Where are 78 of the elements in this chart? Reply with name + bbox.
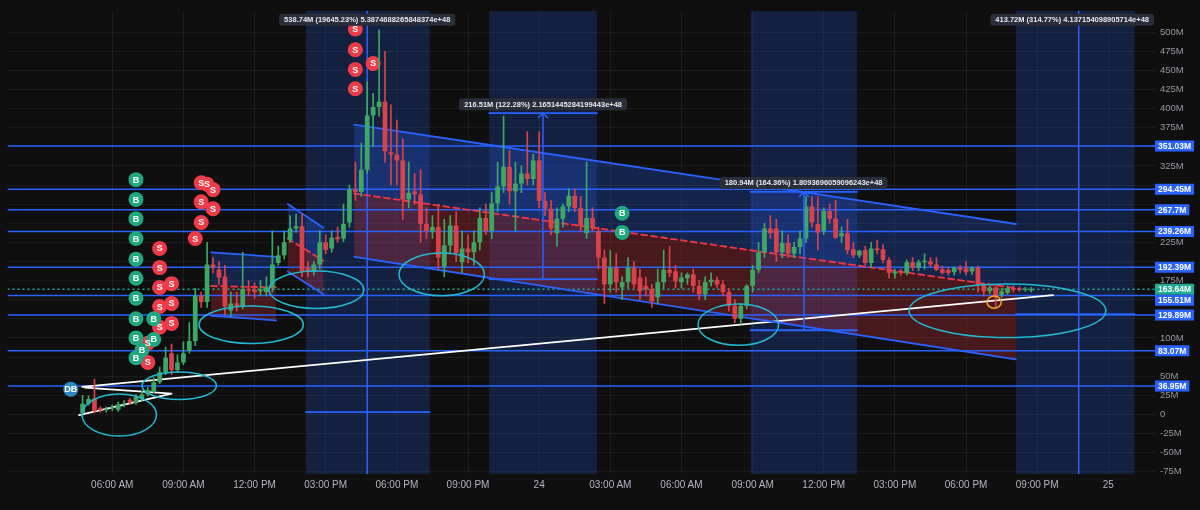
x-tick-label: 24 (533, 478, 546, 490)
data-label: B (132, 213, 140, 224)
x-tick-label: 06:00 PM (944, 478, 988, 490)
data-label: S (352, 24, 359, 35)
x-tick-label: 09:00 PM (1015, 478, 1059, 490)
data-label: B (132, 174, 140, 185)
x-tick-label: 09:00 PM (446, 478, 490, 490)
data-label: S (370, 58, 377, 69)
data-label: S (210, 184, 217, 195)
data-label: B (132, 293, 140, 304)
x-tick-label: 12:00 PM (802, 478, 846, 490)
data-label: S (156, 282, 163, 293)
ref-line-label: 351.03M (1158, 140, 1192, 151)
data-label: S (156, 301, 163, 312)
y-tick-label: 400M (1160, 102, 1184, 114)
data-label: S (198, 196, 205, 207)
data-label: B (618, 227, 626, 238)
ref-line-label: 155.51M (1158, 295, 1192, 306)
data-label: B (132, 254, 140, 265)
data-label: B (150, 313, 158, 324)
y-tick-label: 325M (1160, 159, 1184, 171)
data-label: B (132, 332, 140, 343)
x-tick-label: 03:00 PM (304, 478, 348, 490)
data-label: S (168, 318, 175, 329)
y-tick-label: 500M (1160, 25, 1184, 37)
y-tick-label: -25M (1160, 427, 1182, 439)
y-tick-label: 450M (1160, 63, 1184, 75)
data-label: S (168, 298, 175, 309)
data-label: S (204, 179, 211, 190)
data-label: S (210, 203, 217, 214)
data-label: B (138, 345, 146, 356)
data-label: S (156, 262, 163, 273)
data-label: DB (64, 384, 78, 395)
x-tick-label: 25 (1102, 478, 1115, 490)
ref-line-label: 294.45M (1158, 184, 1192, 195)
ref-line-label: 163.64M (1158, 284, 1192, 295)
x-tick-label: 09:00 AM (731, 478, 774, 490)
data-label: S (192, 233, 199, 244)
y-tick-label: 25M (1160, 388, 1179, 400)
data-label: S (156, 322, 163, 333)
y-tick-label: 175M (1160, 274, 1184, 286)
y-tick-label: 375M (1160, 121, 1184, 133)
x-tick-label: 06:00 AM (91, 478, 134, 490)
y-tick-label: 100M (1160, 331, 1184, 343)
y-tick-label: 425M (1160, 83, 1184, 95)
ref-line-label: 239.26M (1158, 226, 1192, 237)
data-label: B (618, 208, 626, 219)
ref-line-label: 192.39M (1158, 262, 1192, 273)
data-label: S (144, 357, 151, 368)
y-tick-label: 0 (1160, 407, 1166, 419)
data-label: B (132, 273, 140, 284)
ref-line-label: 83.07M (1158, 345, 1187, 356)
data-label: S (156, 243, 163, 254)
data-label: S (352, 64, 359, 75)
ref-line-label: 267.7M (1158, 204, 1187, 215)
data-label: S (198, 177, 205, 188)
data-label: S (168, 278, 175, 289)
x-tick-label: 03:00 AM (589, 478, 632, 490)
ref-line-label: 129.89M (1158, 309, 1192, 320)
x-tick-label: 06:00 AM (660, 478, 703, 490)
y-tick-label: 225M (1160, 235, 1184, 247)
data-label: S (352, 44, 359, 55)
x-tick-label: 03:00 PM (873, 478, 917, 490)
y-tick-label: -75M (1160, 465, 1182, 477)
data-label: B (132, 352, 140, 363)
x-tick-label: 12:00 PM (233, 478, 276, 490)
y-tick-label: 475M (1160, 44, 1184, 56)
x-tick-label: 09:00 AM (162, 478, 205, 490)
data-label: S (352, 83, 359, 94)
ref-line-label: 36.95M (1158, 380, 1187, 391)
y-tick-label: -50M (1160, 446, 1182, 458)
data-label: S (198, 217, 205, 228)
data-label: B (132, 313, 140, 324)
data-label: B (150, 334, 158, 345)
data-label: B (132, 194, 140, 205)
y-tick-label: 50M (1160, 369, 1179, 381)
data-label: B (132, 233, 140, 244)
x-tick-label: 06:00 PM (375, 478, 419, 490)
